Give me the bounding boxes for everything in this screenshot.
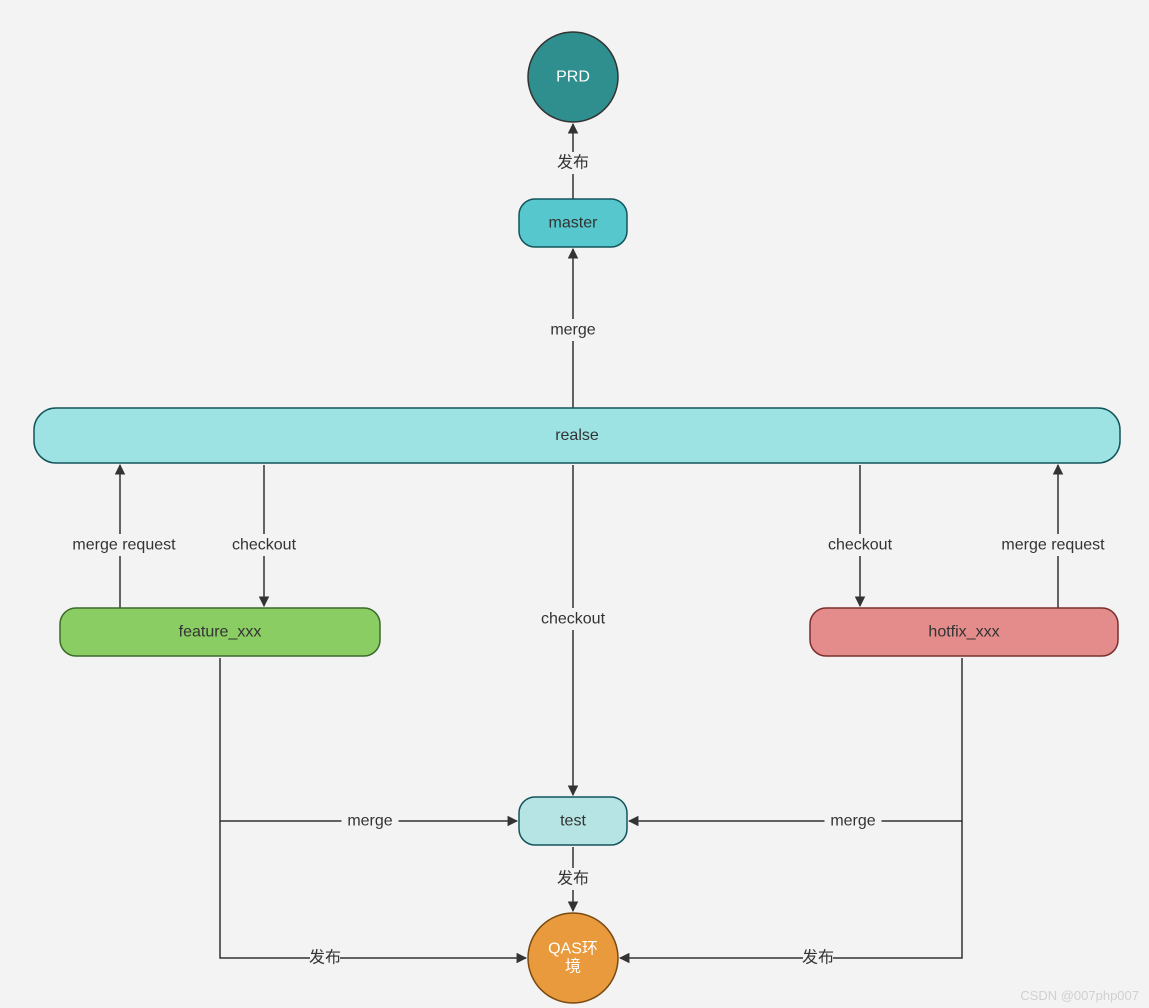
edge-label-master-prd: 发布 — [557, 154, 589, 172]
edge-label-feature-release-mr: merge request — [72, 537, 176, 554]
edge-label-hotfix-qas: 发布 — [802, 949, 834, 967]
edge-label-release-feature-co: checkout — [232, 537, 297, 554]
edge-feature-qas — [220, 821, 526, 958]
node-label-feature: feature_xxx — [179, 624, 262, 641]
edge-label-hotfix-release-mr: merge request — [1001, 537, 1105, 554]
edge-hotfix-test — [629, 658, 962, 821]
node-label-release: realse — [555, 427, 599, 444]
edge-label-hotfix-test: merge — [830, 813, 875, 830]
edge-label-release-test-co: checkout — [541, 611, 606, 628]
node-label-qas: 境 — [565, 957, 581, 976]
edge-hotfix-qas — [620, 821, 962, 958]
watermark: CSDN @007php007 — [1020, 988, 1139, 1003]
node-label-test: test — [560, 813, 586, 830]
node-label-qas: QAS环 — [548, 941, 598, 958]
edge-label-release-master: merge — [550, 322, 595, 339]
edge-label-feature-qas: 发布 — [309, 949, 341, 967]
flow-diagram: PRD master realse feature_xxx hotfix_xxxtest… — [0, 0, 1149, 1008]
edge-label-feature-test: merge — [347, 813, 392, 830]
node-label-master: master — [549, 215, 599, 232]
node-label-prd: PRD — [556, 69, 590, 86]
edge-label-test-qas: 发布 — [557, 870, 589, 888]
edge-feature-test — [220, 658, 517, 821]
edge-label-release-hotfix-co: checkout — [828, 537, 893, 554]
node-label-hotfix: hotfix_xxx — [928, 624, 999, 641]
